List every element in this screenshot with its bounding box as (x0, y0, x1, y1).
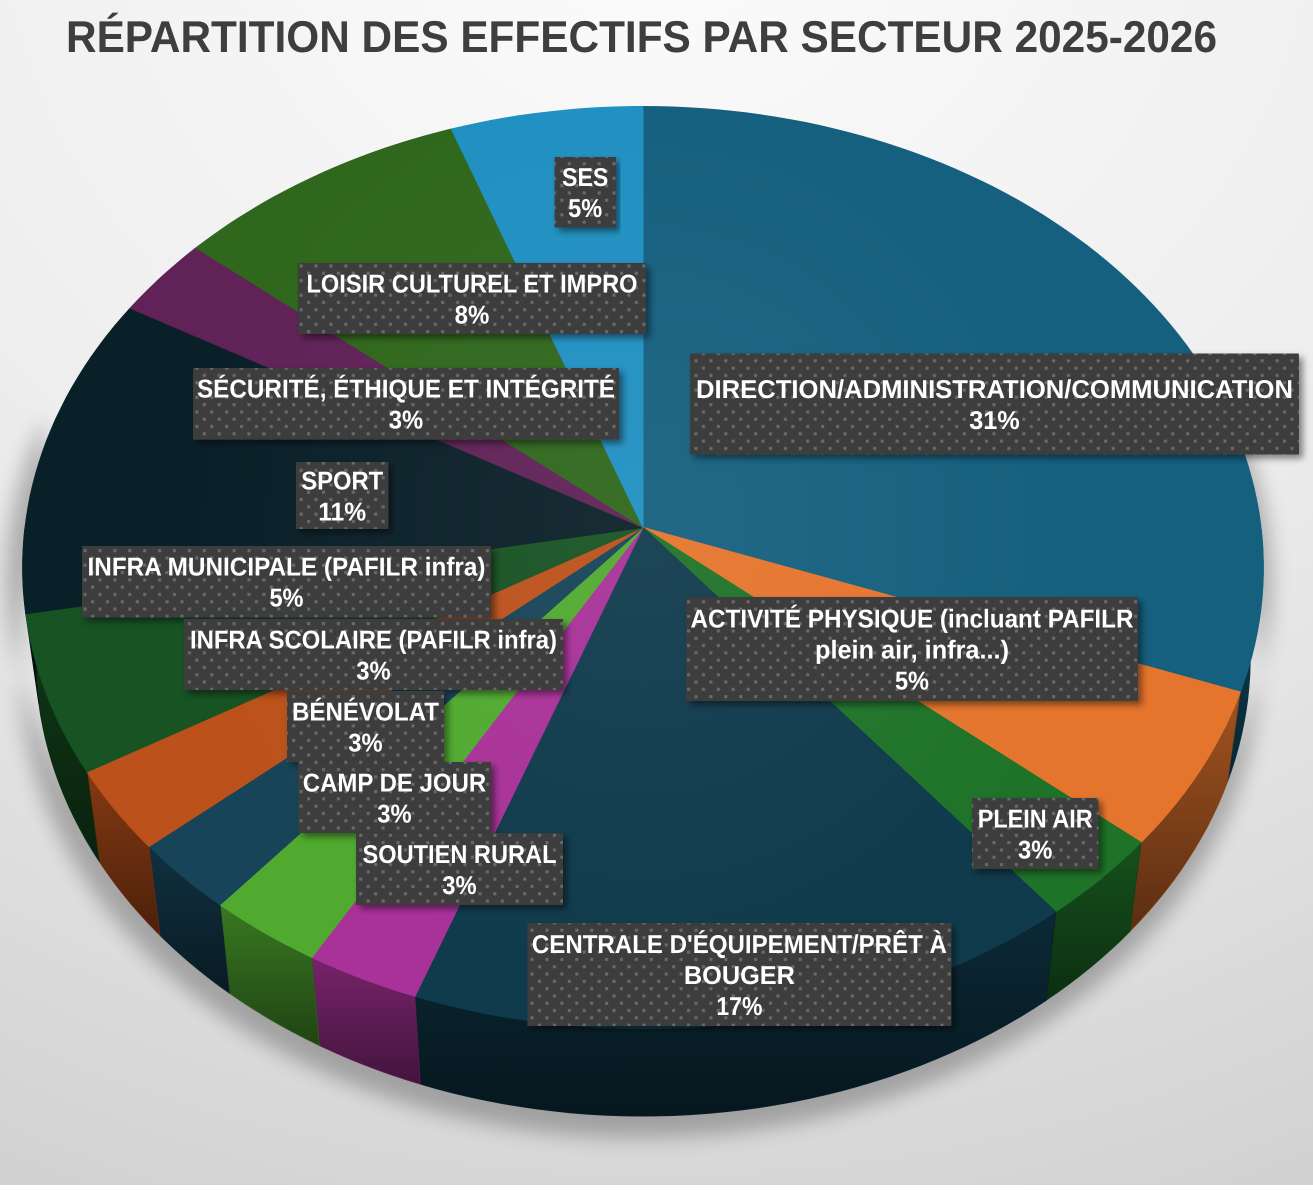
svg-text:SPORT: SPORT (301, 467, 383, 495)
svg-text:3%: 3% (356, 657, 390, 685)
svg-text:3%: 3% (442, 872, 476, 900)
svg-text:plein air, infra...): plein air, infra...) (815, 636, 1009, 664)
svg-text:3%: 3% (1018, 836, 1052, 864)
svg-text:SÉCURITÉ, ÉTHIQUE ET INTÉGRITÉ: SÉCURITÉ, ÉTHIQUE ET INTÉGRITÉ (197, 375, 615, 404)
svg-text:PLEIN AIR: PLEIN AIR (978, 805, 1093, 833)
svg-text:3%: 3% (389, 407, 423, 435)
svg-text:CENTRALE D'ÉQUIPEMENT/PRÊT À: CENTRALE D'ÉQUIPEMENT/PRÊT À (532, 929, 947, 959)
svg-text:INFRA SCOLAIRE (PAFILR infra): INFRA SCOLAIRE (PAFILR infra) (190, 626, 557, 654)
svg-text:RÉPARTITION DES EFFECTIFS PAR: RÉPARTITION DES EFFECTIFS PAR SECTEUR 20… (66, 12, 1217, 62)
svg-text:5%: 5% (895, 667, 929, 695)
svg-text:ACTIVITÉ PHYSIQUE (incluant PA: ACTIVITÉ PHYSIQUE (incluant PAFILR (691, 604, 1134, 633)
svg-text:5%: 5% (269, 585, 303, 613)
svg-text:5%: 5% (568, 195, 602, 223)
svg-text:SES: SES (562, 164, 608, 192)
svg-text:11%: 11% (318, 498, 366, 526)
svg-text:CAMP DE JOUR: CAMP DE JOUR (303, 769, 487, 797)
svg-text:8%: 8% (455, 301, 490, 329)
svg-text:BOUGER: BOUGER (684, 962, 795, 990)
svg-text:LOISIR CULTUREL ET IMPRO: LOISIR CULTUREL ET IMPRO (307, 270, 638, 298)
svg-text:3%: 3% (348, 729, 382, 757)
svg-text:DIRECTION/ADMINISTRATION/COMMU: DIRECTION/ADMINISTRATION/COMMUNICATION (696, 376, 1293, 404)
svg-text:INFRA MUNICIPALE (PAFILR infra: INFRA MUNICIPALE (PAFILR infra) (88, 554, 486, 582)
svg-text:3%: 3% (377, 800, 411, 828)
svg-text:31%: 31% (969, 407, 1020, 435)
svg-text:SOUTIEN RURAL: SOUTIEN RURAL (363, 841, 557, 869)
svg-text:17%: 17% (716, 993, 762, 1021)
svg-text:BÉNÉVOLAT: BÉNÉVOLAT (292, 697, 439, 726)
